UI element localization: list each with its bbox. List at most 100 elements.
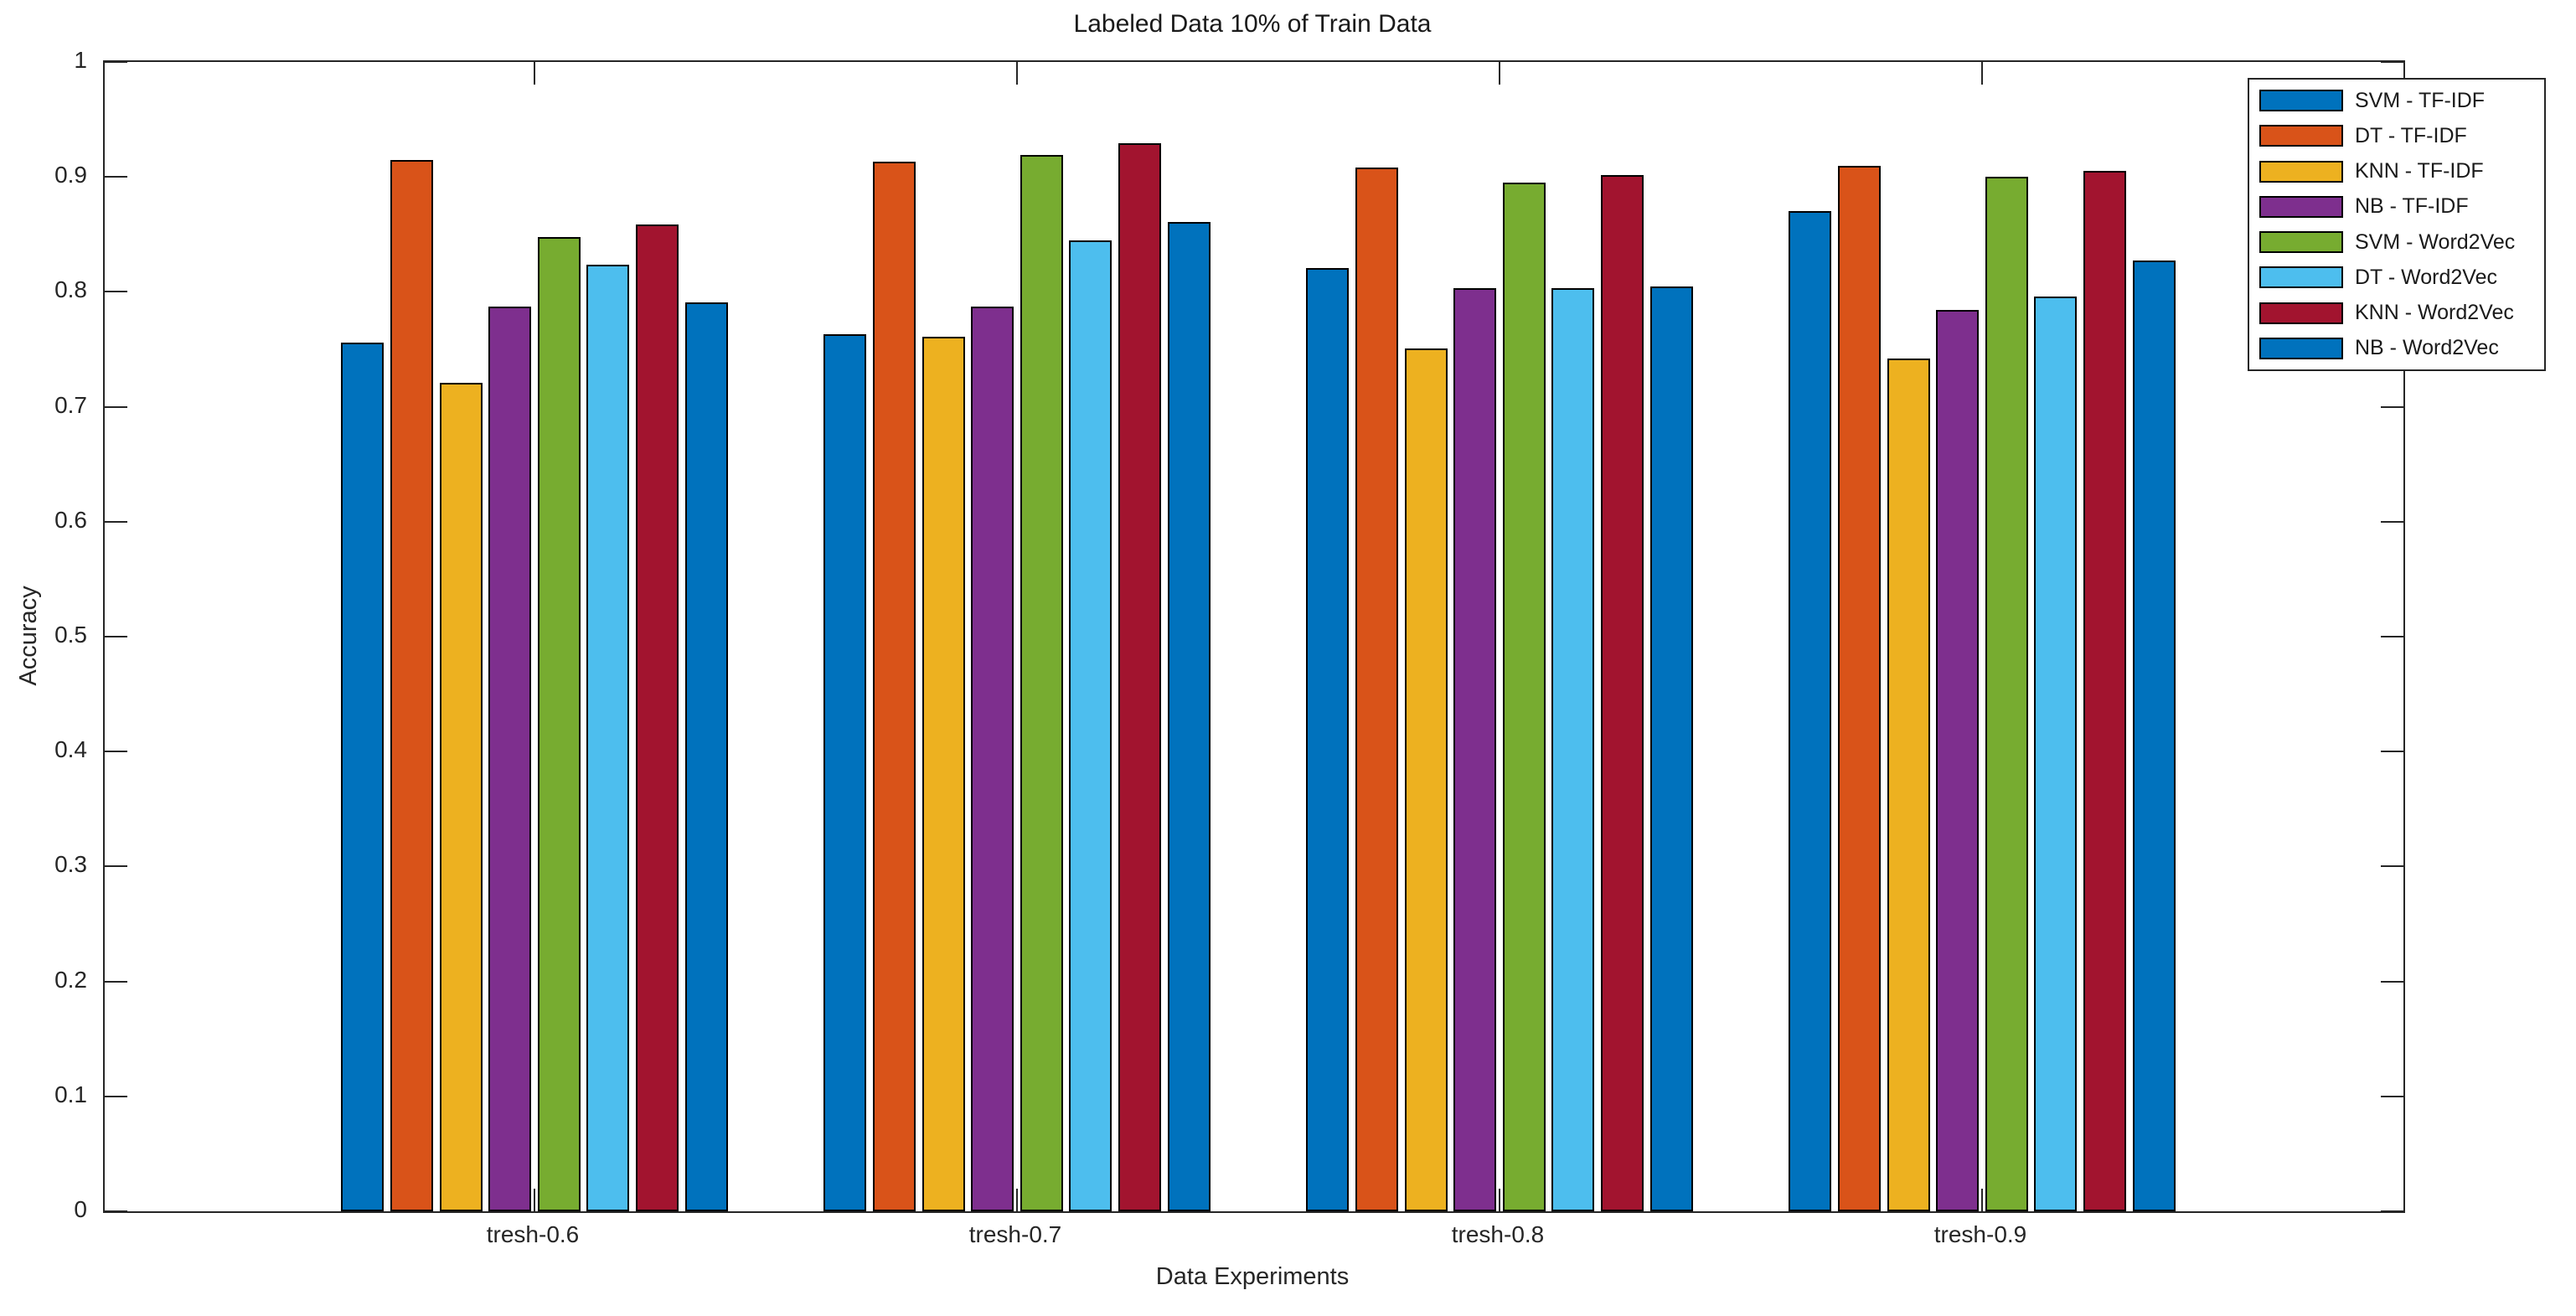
bar xyxy=(1601,174,1644,1211)
bar xyxy=(1355,168,1398,1211)
legend-row: SVM - Word2Vec xyxy=(2259,230,2539,255)
bar xyxy=(823,334,867,1211)
y-tick-left xyxy=(105,1095,127,1097)
bar xyxy=(636,224,679,1211)
y-tick-right xyxy=(2381,520,2403,523)
bar xyxy=(537,236,581,1211)
bar xyxy=(873,162,916,1211)
y-tick-right xyxy=(2381,980,2403,983)
legend-swatch xyxy=(2259,125,2343,147)
bar xyxy=(971,307,1014,1211)
bar xyxy=(921,336,965,1211)
bar xyxy=(1502,183,1546,1211)
x-tick-top xyxy=(1981,62,1983,85)
legend-swatch xyxy=(2259,160,2343,183)
bar xyxy=(2132,261,2176,1211)
y-tick-left xyxy=(105,865,127,868)
legend-swatch xyxy=(2259,337,2343,359)
y-tick-left xyxy=(105,405,127,408)
y-tick-label: 0.5 xyxy=(54,622,87,648)
bar xyxy=(1069,240,1112,1211)
legend: SVM - TF-IDF DT - TF-IDF KNN - TF-IDF NB - … xyxy=(2248,78,2546,371)
y-tick-label: 0 xyxy=(74,1196,87,1222)
y-tick-left xyxy=(105,291,127,293)
y-tick-right xyxy=(2381,865,2403,868)
y-tick-left xyxy=(105,520,127,523)
legend-row: DT - Word2Vec xyxy=(2259,266,2539,290)
bar xyxy=(1789,211,1832,1211)
legend-label: KNN - TF-IDF xyxy=(2355,159,2484,183)
bar xyxy=(1936,310,1980,1211)
bar xyxy=(1838,165,1881,1211)
y-tick-left xyxy=(105,980,127,983)
bar xyxy=(1453,288,1497,1211)
legend-label: NB - TF-IDF xyxy=(2355,194,2469,219)
y-tick-label: 0.8 xyxy=(54,276,87,303)
y-tick-left xyxy=(105,176,127,178)
y-tick-left xyxy=(105,61,127,63)
bar xyxy=(2083,171,2126,1211)
legend-label: DT - TF-IDF xyxy=(2355,123,2467,147)
x-tick-top xyxy=(1499,62,1500,85)
y-tick-right xyxy=(2381,636,2403,637)
y-tick-label: 0.3 xyxy=(54,851,87,878)
y-tick-label: 0.6 xyxy=(54,506,87,533)
legend-row: DT - TF-IDF xyxy=(2259,124,2539,148)
x-tick-bottom xyxy=(1016,1189,1018,1211)
y-tick-right xyxy=(2381,405,2403,408)
legend-label: NB - Word2Vec xyxy=(2355,336,2499,360)
x-tick-label: tresh-0.9 xyxy=(1933,1221,2027,1247)
legend-row: KNN - TF-IDF xyxy=(2259,159,2539,183)
legend-label: DT - Word2Vec xyxy=(2355,265,2497,289)
y-tick-left xyxy=(105,751,127,753)
bar xyxy=(2034,296,2078,1211)
y-tick-right xyxy=(2381,1210,2403,1212)
x-tick-top xyxy=(1016,62,1018,85)
y-tick-right xyxy=(2381,61,2403,63)
x-axis-label: Data Experiments xyxy=(1155,1263,1350,1290)
y-tick-left xyxy=(105,636,127,637)
bar xyxy=(488,307,532,1211)
legend-row: KNN - Word2Vec xyxy=(2259,301,2539,325)
plot-area xyxy=(103,60,2405,1213)
legend-swatch xyxy=(2259,231,2343,254)
y-tick-right xyxy=(2381,1095,2403,1097)
x-tick-bottom xyxy=(1499,1189,1500,1211)
bar xyxy=(1404,348,1448,1211)
bar xyxy=(586,264,630,1211)
y-tick-label: 0.9 xyxy=(54,162,87,188)
chart-title: Labeled Data 10% of Train Data xyxy=(1073,10,1432,38)
bar xyxy=(341,342,385,1211)
legend-row: NB - Word2Vec xyxy=(2259,336,2539,360)
y-tick-label: 0.7 xyxy=(54,391,87,418)
legend-label: KNN - Word2Vec xyxy=(2355,301,2514,325)
legend-row: SVM - TF-IDF xyxy=(2259,89,2539,113)
legend-row: NB - TF-IDF xyxy=(2259,194,2539,219)
legend-label: SVM - TF-IDF xyxy=(2355,88,2486,112)
bar xyxy=(684,302,728,1211)
y-tick-left xyxy=(105,1210,127,1212)
y-tick-label: 0.4 xyxy=(54,736,87,763)
y-tick-label: 0.2 xyxy=(54,966,87,993)
x-tick-label: tresh-0.6 xyxy=(486,1221,580,1247)
x-tick-top xyxy=(534,62,535,85)
bar xyxy=(1985,177,2028,1211)
x-tick-bottom xyxy=(1981,1189,1983,1211)
bar xyxy=(439,382,483,1211)
x-tick-label: tresh-0.7 xyxy=(968,1221,1062,1247)
x-tick-bottom xyxy=(534,1189,535,1211)
x-tick-label: tresh-0.8 xyxy=(1451,1221,1545,1247)
legend-swatch xyxy=(2259,195,2343,218)
legend-swatch xyxy=(2259,90,2343,112)
legend-swatch xyxy=(2259,266,2343,289)
legend-label: SVM - Word2Vec xyxy=(2355,230,2516,254)
bar xyxy=(1887,359,1930,1211)
bar xyxy=(390,159,433,1211)
bar xyxy=(1306,267,1350,1211)
y-tick-label: 0.1 xyxy=(54,1081,87,1107)
bar xyxy=(1020,155,1063,1211)
y-tick-right xyxy=(2381,751,2403,753)
bar xyxy=(1167,221,1211,1211)
y-tick-label: 1 xyxy=(74,47,87,73)
